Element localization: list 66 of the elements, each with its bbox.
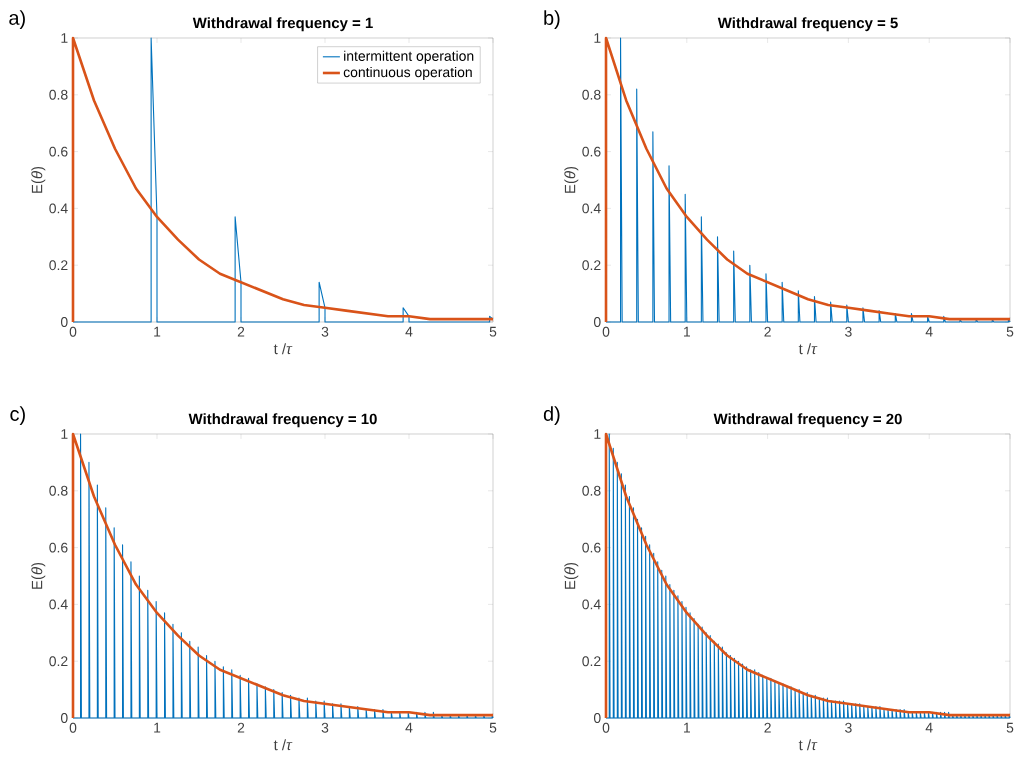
x-tick-label: 1 bbox=[154, 326, 161, 337]
chart-title: Withdrawal frequency = 10 bbox=[188, 413, 377, 428]
y-tick-label: 0 bbox=[60, 317, 68, 327]
y-tick-label: 0.2 bbox=[582, 656, 601, 667]
x-tick-label: 1 bbox=[683, 722, 691, 733]
x-tick-label: 0 bbox=[602, 326, 610, 337]
x-axis-title: t /τ bbox=[798, 739, 818, 751]
y-tick-label: 0.2 bbox=[49, 260, 68, 271]
y-axis-title: E(θ) bbox=[564, 166, 579, 193]
x-axis-title: t /τ bbox=[273, 343, 293, 355]
y-tick-label: 0.2 bbox=[582, 260, 601, 271]
text: a) bbox=[9, 10, 25, 29]
y-tick-label: 0.4 bbox=[49, 203, 68, 214]
y-tick-label: 1 bbox=[61, 429, 68, 439]
y-axis-title: E(θ) bbox=[31, 562, 46, 589]
y-tick-label: 0.4 bbox=[582, 599, 601, 610]
legend-label: continuous operation bbox=[343, 66, 472, 80]
x-tick-label: 2 bbox=[764, 326, 771, 337]
y-tick-label: 0.6 bbox=[582, 146, 601, 157]
y-tick-label: 0 bbox=[60, 713, 68, 723]
legend-label: intermittent operation bbox=[344, 50, 474, 64]
x-tick-label: 1 bbox=[154, 722, 161, 733]
x-tick-label: 3 bbox=[845, 722, 852, 733]
y-tick-label: 0.6 bbox=[582, 542, 601, 553]
x-tick-label: 5 bbox=[1006, 326, 1014, 337]
x-tick-label: 4 bbox=[925, 326, 933, 337]
x-tick-label: 0 bbox=[602, 722, 610, 733]
y-tick-label: 1 bbox=[594, 33, 601, 43]
x-tick-label: 2 bbox=[237, 722, 245, 733]
x-tick-label: 5 bbox=[489, 722, 497, 733]
y-tick-label: 0.6 bbox=[49, 542, 68, 553]
x-tick-label: 2 bbox=[237, 326, 245, 337]
x-tick-label: 3 bbox=[321, 722, 329, 733]
y-tick-label: 1 bbox=[61, 33, 68, 43]
y-tick-label: 0.8 bbox=[49, 485, 68, 496]
x-tick-label: 5 bbox=[1006, 722, 1014, 733]
text: d) bbox=[543, 406, 560, 425]
y-axis-title: E(θ) bbox=[31, 166, 46, 193]
x-tick-label: 3 bbox=[321, 326, 329, 337]
x-tick-label: 5 bbox=[489, 326, 497, 337]
y-tick-label: 0.4 bbox=[49, 599, 68, 610]
text: b) bbox=[544, 10, 560, 29]
y-tick-label: 0 bbox=[593, 713, 601, 723]
chart-title: Withdrawal frequency = 20 bbox=[713, 413, 902, 428]
x-tick-label: 1 bbox=[683, 326, 691, 337]
y-tick-label: 0 bbox=[593, 317, 601, 327]
y-tick-label: 0.8 bbox=[582, 89, 601, 100]
y-tick-label: 0.4 bbox=[582, 203, 601, 214]
text: c) bbox=[10, 406, 25, 425]
chart-title: Withdrawal frequency = 5 bbox=[717, 17, 898, 32]
y-axis-title: E(θ) bbox=[564, 562, 579, 589]
y-tick-label: 1 bbox=[594, 429, 601, 439]
x-tick-label: 0 bbox=[69, 722, 77, 733]
y-tick-label: 0.6 bbox=[49, 146, 68, 157]
y-tick-label: 0.2 bbox=[49, 656, 68, 667]
chart-title: Withdrawal frequency = 1 bbox=[192, 17, 373, 32]
x-tick-label: 4 bbox=[925, 722, 933, 733]
x-tick-label: 3 bbox=[845, 326, 852, 337]
x-axis-title: t /τ bbox=[273, 739, 293, 751]
y-tick-label: 0.8 bbox=[49, 89, 68, 100]
x-axis-title: t /τ bbox=[798, 343, 818, 355]
y-tick-label: 0.8 bbox=[582, 485, 601, 496]
x-tick-label: 2 bbox=[764, 722, 771, 733]
x-tick-label: 4 bbox=[405, 326, 413, 337]
x-tick-label: 0 bbox=[69, 326, 77, 337]
x-tick-label: 4 bbox=[405, 722, 413, 733]
